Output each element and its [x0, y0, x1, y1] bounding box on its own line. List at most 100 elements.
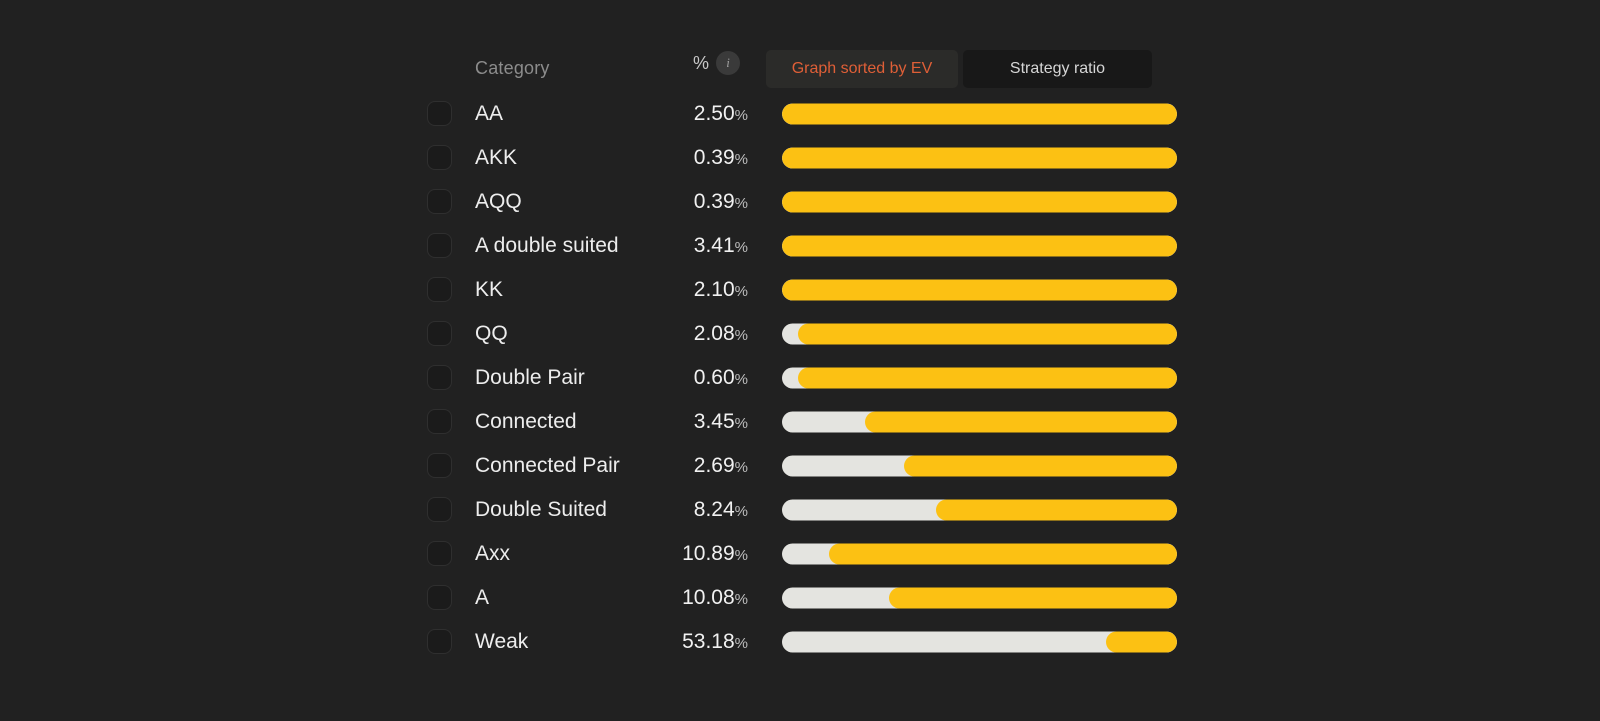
- category-checkbox[interactable]: [427, 409, 452, 434]
- bar-fill-yellow: [782, 235, 1177, 257]
- percent-value: 2.08%: [657, 322, 748, 346]
- table-row: AQQ 0.39%: [427, 180, 1187, 224]
- percent-number: 0.39: [693, 146, 735, 169]
- bar-fill-yellow: [888, 587, 1177, 609]
- bar-fill-yellow: [782, 279, 1177, 301]
- category-label: Connected: [475, 410, 577, 433]
- category-checkbox[interactable]: [427, 189, 452, 214]
- strategy-ratio-bar: [782, 235, 1177, 257]
- category-checkbox[interactable]: [427, 101, 452, 126]
- category-label: QQ: [475, 322, 508, 345]
- percent-number: 10.89: [682, 542, 735, 565]
- category-label: Connected Pair: [475, 454, 620, 477]
- percent-value: 2.10%: [657, 278, 748, 302]
- percent-suffix-label: %: [734, 591, 748, 608]
- category-column-header: Category: [475, 58, 550, 78]
- category-list: AA 2.50% AKK 0.39% AQQ 0.39% A double su…: [427, 92, 1187, 664]
- percent-value: 0.60%: [657, 366, 748, 390]
- category-checkbox[interactable]: [427, 321, 452, 346]
- strategy-ratio-bar: [782, 323, 1177, 345]
- category-label: AKK: [475, 146, 518, 169]
- bar-fill-yellow: [1105, 631, 1177, 653]
- table-row: QQ 2.08%: [427, 312, 1187, 356]
- table-row: AA 2.50%: [427, 92, 1187, 136]
- percent-number: 0.60: [693, 366, 735, 389]
- bar-fill-yellow: [782, 147, 1177, 169]
- bar-fill-yellow: [864, 411, 1177, 433]
- percent-suffix-label: %: [734, 239, 748, 256]
- strategy-ratio-bar: [782, 455, 1177, 477]
- percent-suffix-label: %: [734, 327, 748, 344]
- table-row: A 10.08%: [427, 576, 1187, 620]
- table-row: Weak 53.18%: [427, 620, 1187, 664]
- bar-fill-yellow: [797, 367, 1177, 389]
- percent-number: 0.39: [693, 190, 735, 213]
- percent-column-header-group: % i: [693, 51, 741, 75]
- category-checkbox[interactable]: [427, 585, 452, 610]
- category-strategy-panel: Category % i Graph sorted by EV Strategy…: [427, 46, 1187, 664]
- graph-sorted-by-ev-button[interactable]: Graph sorted by EV: [766, 50, 958, 88]
- percent-suffix-label: %: [734, 371, 748, 388]
- info-icon[interactable]: i: [716, 51, 741, 75]
- strategy-ratio-bar: [782, 411, 1177, 433]
- category-checkbox[interactable]: [427, 365, 452, 390]
- percent-value: 2.69%: [657, 454, 748, 478]
- strategy-ratio-bar: [782, 631, 1177, 653]
- bar-fill-yellow: [829, 543, 1177, 565]
- strategy-ratio-bar: [782, 367, 1177, 389]
- percent-number: 3.45: [693, 410, 735, 433]
- category-checkbox[interactable]: [427, 233, 452, 258]
- bar-fill-yellow: [904, 455, 1177, 477]
- percent-value: 2.50%: [657, 102, 748, 126]
- percent-number: 2.10: [693, 278, 735, 301]
- table-header: Category % i Graph sorted by EV Strategy…: [427, 46, 1187, 96]
- strategy-ratio-bar: [782, 279, 1177, 301]
- percent-number: 2.08: [693, 322, 735, 345]
- percent-number: 3.41: [693, 234, 735, 257]
- strategy-ratio-button[interactable]: Strategy ratio: [963, 50, 1152, 88]
- percent-suffix-label: %: [734, 283, 748, 300]
- percent-column-header: %: [693, 52, 710, 73]
- percent-suffix-label: %: [734, 415, 748, 432]
- table-row: Connected 3.45%: [427, 400, 1187, 444]
- category-checkbox[interactable]: [427, 541, 452, 566]
- percent-value: 10.89%: [657, 542, 748, 566]
- strategy-ratio-bar: [782, 587, 1177, 609]
- strategy-ratio-bar: [782, 103, 1177, 125]
- bar-fill-yellow: [936, 499, 1177, 521]
- percent-suffix-label: %: [734, 459, 748, 476]
- percent-number: 2.69: [693, 454, 735, 477]
- percent-value: 0.39%: [657, 190, 748, 214]
- category-checkbox[interactable]: [427, 277, 452, 302]
- bar-fill-yellow: [797, 323, 1177, 345]
- strategy-ratio-bar: [782, 147, 1177, 169]
- percent-value: 3.41%: [657, 234, 748, 258]
- category-checkbox[interactable]: [427, 629, 452, 654]
- category-label: A: [475, 586, 490, 609]
- percent-number: 10.08: [682, 586, 735, 609]
- percent-suffix-label: %: [734, 503, 748, 520]
- table-row: Axx 10.89%: [427, 532, 1187, 576]
- table-row: A double suited 3.41%: [427, 224, 1187, 268]
- table-row: Double Suited 8.24%: [427, 488, 1187, 532]
- table-row: KK 2.10%: [427, 268, 1187, 312]
- percent-number: 2.50: [693, 102, 735, 125]
- category-checkbox[interactable]: [427, 497, 452, 522]
- strategy-ratio-bar: [782, 191, 1177, 213]
- strategy-ratio-bar: [782, 499, 1177, 521]
- table-row: AKK 0.39%: [427, 136, 1187, 180]
- percent-value: 3.45%: [657, 410, 748, 434]
- category-label: AA: [475, 102, 504, 125]
- category-label: A double suited: [475, 234, 619, 257]
- percent-value: 8.24%: [657, 498, 748, 522]
- category-label: Double Suited: [475, 498, 607, 521]
- category-checkbox[interactable]: [427, 453, 452, 478]
- percent-suffix-label: %: [734, 107, 748, 124]
- percent-number: 53.18: [682, 630, 735, 653]
- category-label: Weak: [475, 630, 529, 653]
- table-row: Double Pair 0.60%: [427, 356, 1187, 400]
- percent-suffix-label: %: [734, 635, 748, 652]
- percent-suffix-label: %: [734, 195, 748, 212]
- category-checkbox[interactable]: [427, 145, 452, 170]
